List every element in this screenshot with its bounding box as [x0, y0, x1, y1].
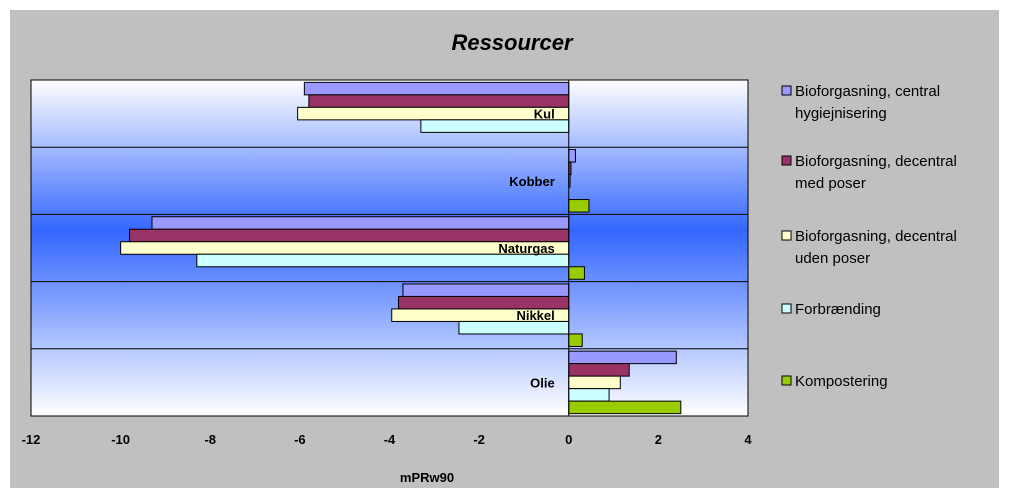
x-tick-label: -6	[294, 432, 306, 447]
bar	[129, 228, 570, 243]
bar	[397, 295, 570, 310]
legend-swatch	[781, 230, 792, 241]
legend-entry-label: Bioforgasning, decentral	[795, 153, 957, 170]
x-tick-label: -12	[22, 432, 41, 447]
bar	[568, 363, 630, 377]
legend-entry-label: Forbrænding	[795, 301, 881, 318]
x-tick-labels: -12 -10 -8 -6 -4 -2 0 2 4	[22, 432, 753, 447]
bar	[568, 400, 682, 415]
bar	[568, 149, 576, 163]
legend: Bioforgasning, central hygiejnisering Biof…	[781, 83, 957, 390]
legend-swatch	[781, 155, 792, 166]
x-tick-label: -2	[473, 432, 485, 447]
legend-entry-label: uden poser	[795, 250, 870, 267]
bar	[568, 388, 610, 402]
category-labels: Kul Kobber Naturgas Nikkel Olie	[498, 107, 554, 391]
x-axis-label: mPRw90	[400, 470, 454, 485]
legend-entry-label: Bioforgasning, central	[795, 83, 940, 100]
x-tick-label: 2	[655, 432, 662, 447]
bar	[568, 375, 621, 390]
legend-swatch	[781, 375, 792, 386]
bar	[568, 266, 585, 280]
bar	[568, 199, 590, 213]
category-label: Olie	[530, 375, 555, 390]
x-tick-label: -8	[204, 432, 216, 447]
bar	[568, 333, 583, 347]
bar	[151, 216, 570, 230]
category-label: Kul	[534, 107, 555, 122]
x-tick-label: -4	[384, 432, 396, 447]
legend-entry-label: Kompostering	[795, 373, 888, 390]
legend-entry-label: Bioforgasning, decentral	[795, 228, 957, 245]
bar	[402, 283, 570, 297]
bar	[196, 253, 570, 268]
bar	[303, 81, 570, 96]
x-tick-label: 4	[744, 432, 752, 447]
bar	[568, 350, 677, 365]
legend-swatch	[781, 85, 792, 96]
x-tick-label: -10	[111, 432, 130, 447]
legend-entry-label: hygiejnisering	[795, 105, 887, 122]
bar	[308, 94, 570, 108]
bar	[458, 320, 570, 335]
legend-swatch	[781, 303, 792, 314]
legend-entry-label: med poser	[795, 175, 866, 192]
bars	[120, 81, 682, 415]
category-label: Kobber	[509, 174, 555, 189]
bar	[420, 119, 570, 133]
category-label: Nikkel	[516, 308, 554, 323]
chart-title: Ressourcer	[451, 30, 574, 55]
category-label: Naturgas	[498, 241, 554, 256]
x-tick-label: 0	[565, 432, 572, 447]
bar	[297, 106, 570, 121]
gridlines	[31, 146, 748, 350]
